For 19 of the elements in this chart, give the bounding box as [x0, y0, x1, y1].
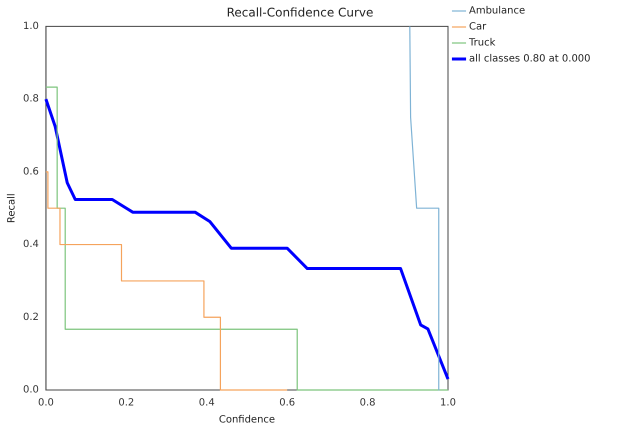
y-tick-label: 0.8 — [22, 94, 39, 105]
x-tick-label: 0.2 — [118, 398, 134, 409]
y-axis-title: Recall — [6, 193, 18, 224]
legend-label: Ambulance — [469, 6, 526, 17]
legend-label: Truck — [468, 38, 496, 49]
y-tick-label: 0.6 — [22, 166, 39, 178]
x-tick-label: 0.8 — [360, 398, 376, 409]
x-tick-label: 0.0 — [38, 398, 54, 409]
x-axis-title: Confidence — [218, 414, 276, 426]
x-tick-label: 0.6 — [279, 398, 296, 409]
legend-label: Car — [469, 22, 488, 33]
y-tick-label: 1.0 — [22, 20, 39, 32]
y-tick-label: 0.4 — [22, 239, 39, 250]
y-tick-label: 0.2 — [22, 312, 39, 323]
chart-title: Recall-Confidence Curve — [226, 5, 374, 20]
y-tick-label: 0.0 — [22, 384, 39, 396]
x-tick-label: 0.4 — [198, 398, 215, 409]
x-tick-label: 1.0 — [440, 398, 456, 409]
legend-label: all classes 0.80 at 0.000 — [469, 54, 591, 65]
